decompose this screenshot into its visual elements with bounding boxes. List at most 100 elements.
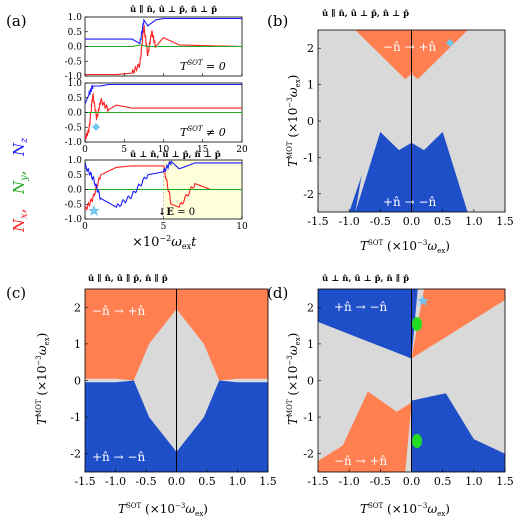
svg-text:TSOT (×10−3ωex): TSOT (×10−3ωex) [360, 502, 450, 518]
ytick-label-a1: 0.5 [68, 28, 83, 38]
panel-c-geometry: û ∥ n̂, û ∥ p̂, n̂ ∥ p̂ [88, 273, 168, 284]
series-line-a1-0 [85, 24, 242, 76]
xtick-label-a2: 0 [82, 145, 88, 155]
panel-c: û ∥ n̂, û ∥ p̂, n̂ ∥ p̂ −n̂ → +n̂ +n̂ → … [35, 273, 277, 518]
ytick-label-b: 1 [307, 79, 314, 92]
region-label-b-down: +n̂ → −n̂ [383, 195, 437, 209]
xtick-label-d: -0.5 [370, 475, 391, 488]
ytick-label-a2: 1.0 [68, 79, 83, 89]
series-line-a2-2 [85, 83, 242, 104]
xtick-label-b: 1.0 [465, 215, 483, 228]
xtick-label-c: -0.5 [135, 475, 156, 488]
xtick-label-c: 0.5 [198, 475, 216, 488]
subplot-a3: û ⊥ n̂, û ⊥ p̂, n̂ ⊥ p̂ -1.0 -0.5 0.0 0.5 1.… [65, 149, 248, 232]
ytick-label-b: -2 [303, 188, 314, 201]
region-orange-c [85, 289, 268, 381]
series-line-a1-2 [85, 17, 242, 45]
region-blue-b-edge [349, 175, 362, 212]
panel-b-ylabel: TMOT (×10−3ωex) [286, 75, 302, 167]
region-orange-d-lowerfill [330, 391, 412, 472]
ytick-label-a3: -1.0 [65, 215, 83, 225]
ytick-label-a1: 1.0 [68, 13, 83, 23]
annotation-field-off: ↓E = 0 [158, 207, 195, 218]
svg-text:TSOT (×10−3ωex): TSOT (×10−3ωex) [118, 502, 208, 518]
panel-d-xlabel: TSOT (×10−3ωex) [360, 502, 450, 518]
ytick-label-a3: 1.0 [68, 156, 83, 166]
diamond-marker-cyan-b [446, 39, 454, 47]
ylabel-nx: Nx, [10, 208, 30, 233]
ytick-label-a1: -0.5 [65, 57, 83, 67]
xtick-label-a2: 20 [236, 145, 248, 155]
panel-label-d: (d) [267, 284, 288, 302]
panel-d-ylabel: TMOT (×10−3ωex) [286, 333, 302, 425]
panel-label-b: (b) [267, 12, 288, 30]
region-label-c-down: +n̂ → −n̂ [92, 450, 146, 464]
region-label-d-up: +n̂ → −n̂ [334, 300, 388, 314]
region-blue-d-upperfill [318, 289, 418, 359]
region-blue-d-lower [411, 393, 505, 472]
xtick-label-a2: 5 [121, 145, 127, 155]
region-label-d-down: −n̂ → +n̂ [334, 454, 388, 468]
annotation-a2: TSOT ≠ 0 [180, 125, 226, 139]
ytick-label-a2: 0.0 [68, 109, 83, 119]
ytick-label-c: 0 [74, 375, 81, 388]
series-line-a1-1 [85, 44, 242, 48]
xtick-label-d: 1.5 [496, 475, 514, 488]
region-orange-d-upper [411, 289, 505, 359]
panel-b: û ∥ n̂, û ⊥ p̂, n̂ ⊥ p̂ −n̂ → +n̂ +n̂ → … [286, 8, 514, 255]
xtick-label-a2: 15 [197, 145, 209, 155]
ytick-label-c: 1 [74, 338, 81, 351]
subplot-a1: -1.0 -0.5 0.0 0.5 1.0 TSOT = 0 [65, 13, 243, 82]
xtick-label-a3: 0 [82, 222, 88, 232]
green-marker-upper [412, 317, 422, 331]
ytick-label-d: -2 [303, 448, 314, 461]
region-label-b-up: −n̂ → +n̂ [383, 40, 437, 54]
ytick-label-d: 1 [307, 338, 314, 351]
ytick-label-d: -1 [303, 411, 314, 424]
ytick-label-b: 0 [307, 115, 314, 128]
panel-a-xlabel: ×10−2ωext [132, 234, 197, 251]
panel-d: û ⊥ n̂, û ⊥ p̂, n̂ ∥ p̂ +n̂ → −n̂ −n̂ → … [286, 273, 514, 518]
star-marker-cyan [88, 205, 100, 216]
xtick-label-a3: 10 [236, 222, 248, 232]
ytick-label-a1: 0.0 [68, 43, 83, 53]
star-marker-cyan-d [417, 295, 429, 306]
ytick-label-a3: 0.5 [68, 171, 83, 181]
xtick-label-b: -0.5 [370, 215, 391, 228]
ytick-label-b: 2 [307, 42, 314, 55]
ytick-label-a3: 0.0 [68, 186, 83, 196]
series-line-a3-2 [85, 160, 242, 208]
xtick-label-d: -1.5 [307, 475, 328, 488]
green-marker-lower [412, 434, 422, 448]
subplot-a2: -1.0 -0.5 0.0 0.5 1.0 0 5 10 15 20 TSOT ≠ 0 [65, 79, 248, 155]
region-label-c-up: −n̂ → +n̂ [92, 304, 146, 318]
xtick-label-a3: 5 [161, 222, 167, 232]
region-blue-c [85, 380, 268, 472]
xtick-label-d: 1.0 [465, 475, 483, 488]
xtick-label-b: -1.5 [307, 215, 328, 228]
panel-label-c: (c) [6, 284, 26, 302]
panel-label-a: (a) [6, 12, 27, 30]
xtick-label-d: 0.0 [403, 475, 421, 488]
ylabel-nz: Nz [10, 137, 30, 157]
xtick-label-c: -1.5 [74, 475, 95, 488]
panel-b-xlabel: TSOT (×10−3ωex) [360, 239, 450, 255]
xtick-label-c: -1.0 [105, 475, 126, 488]
annotation-a1: TSOT = 0 [180, 59, 226, 73]
svg-text:TMOT (×10−3ωex): TMOT (×10−3ωex) [35, 333, 51, 425]
xtick-label-b: 0.5 [434, 215, 452, 228]
svg-text:TSOT (×10−3ωex): TSOT (×10−3ωex) [360, 239, 450, 255]
panel-a-geometry-top: û ∥ n̂, û ⊥ p̂, n̂ ⊥ p̂ [130, 4, 217, 15]
xtick-label-d: -1.0 [339, 475, 360, 488]
ytick-label-c: -2 [70, 448, 81, 461]
xtick-label-b: -1.0 [339, 215, 360, 228]
ylabel-ny: Ny, [10, 170, 30, 195]
xtick-label-a2: 10 [158, 145, 170, 155]
ytick-label-a2: -0.5 [65, 123, 83, 133]
ytick-label-a3: -0.5 [65, 200, 83, 210]
xtick-label-b: 1.5 [496, 215, 514, 228]
diamond-marker-cyan [92, 123, 100, 131]
panel-b-geometry: û ∥ n̂, û ⊥ p̂, n̂ ⊥ p̂ [322, 8, 409, 19]
ytick-label-d: 0 [307, 375, 314, 388]
xtick-label-d: 0.5 [434, 475, 452, 488]
